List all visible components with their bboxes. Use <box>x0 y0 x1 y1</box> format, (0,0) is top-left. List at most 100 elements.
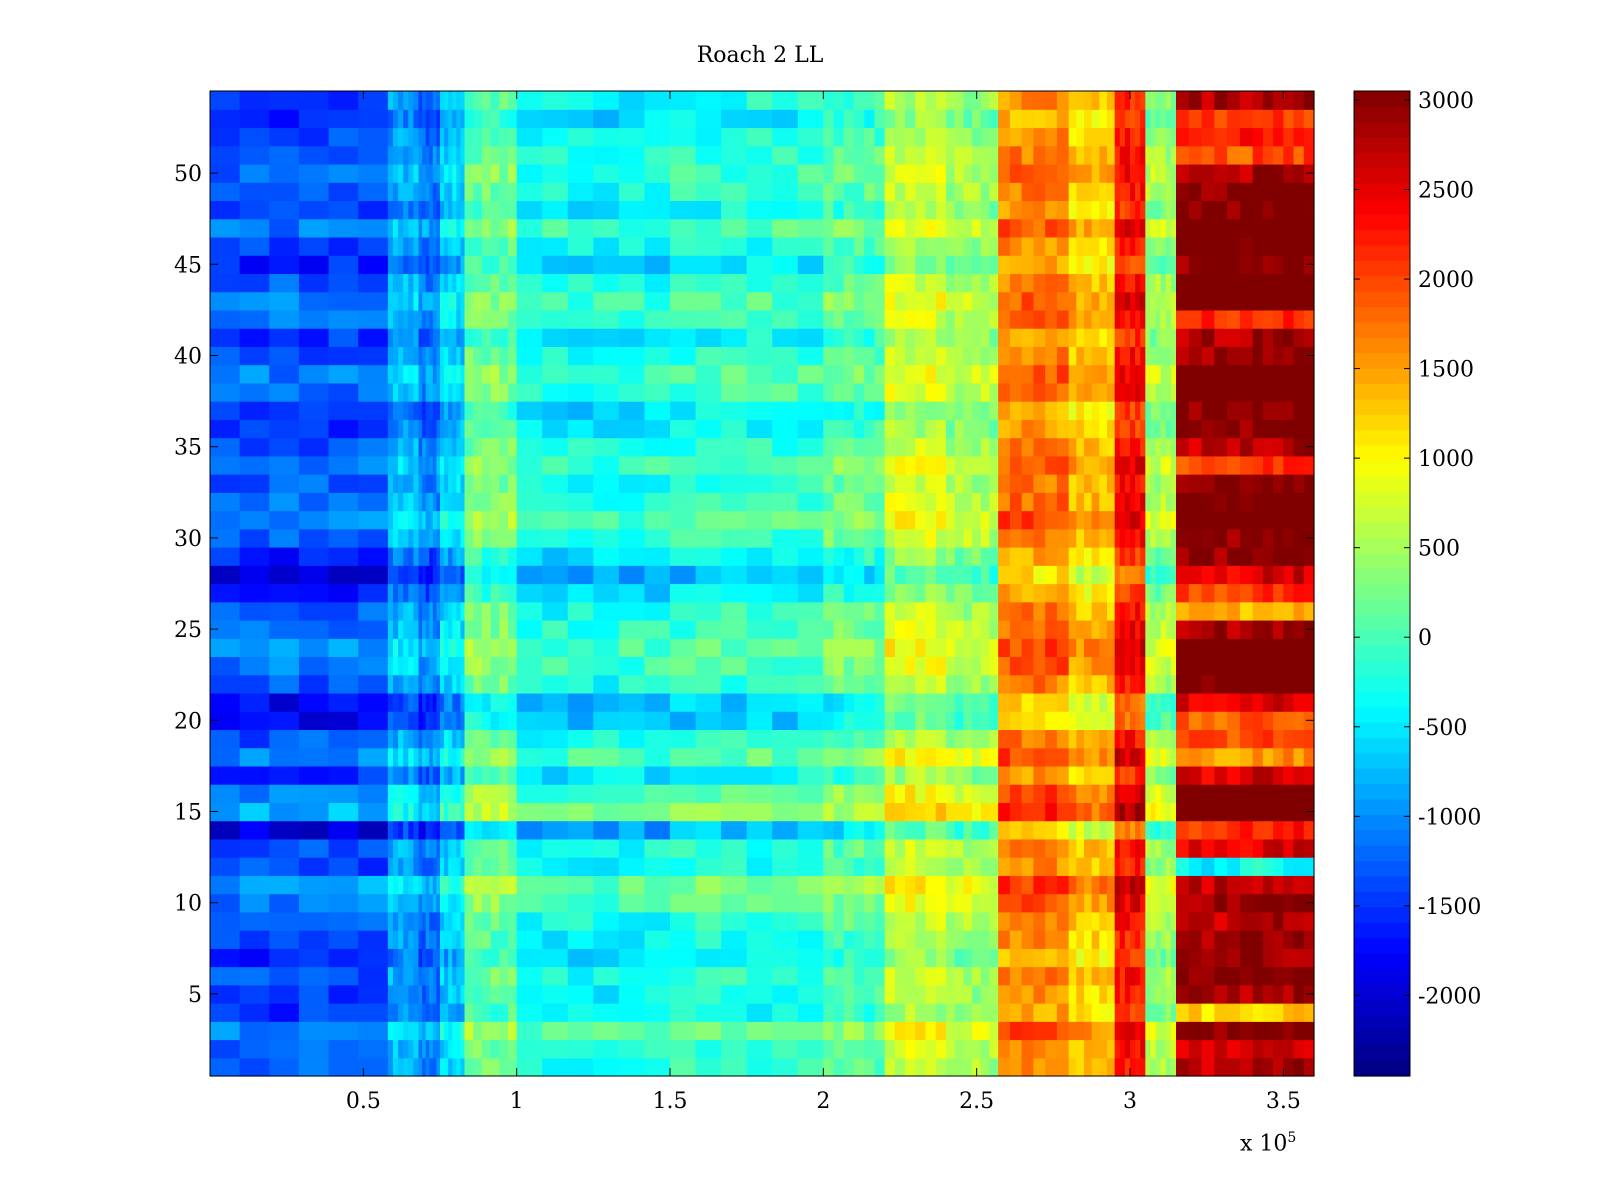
heatmap-cell <box>1119 930 1126 949</box>
heatmap-cell <box>210 1021 241 1041</box>
heatmap-cell <box>823 948 835 968</box>
heatmap-cell <box>746 1003 773 1022</box>
heatmap-cell <box>1176 711 1190 731</box>
heatmap-cell <box>387 401 394 420</box>
heatmap-cell <box>1021 145 1034 165</box>
heatmap-cell <box>408 875 415 895</box>
heatmap-cell <box>542 1057 569 1077</box>
heatmap-cell <box>1114 674 1121 694</box>
heatmap-cell <box>507 784 518 803</box>
heatmap-cell <box>448 638 453 658</box>
heatmap-cell <box>403 346 409 366</box>
heatmap-cell <box>1091 911 1100 931</box>
heatmap-cell <box>298 218 330 238</box>
heatmap-cell <box>1155 273 1162 293</box>
heatmap-cell <box>894 930 906 949</box>
heatmap-cell <box>1107 638 1116 658</box>
heatmap-cell <box>269 711 300 731</box>
heatmap-cell <box>429 565 434 585</box>
heatmap-cell <box>452 547 457 566</box>
heatmap-cell <box>1084 145 1093 165</box>
heatmap-cell <box>593 200 620 220</box>
heatmap-cells <box>210 91 1315 1077</box>
heatmap-cell <box>473 857 483 876</box>
heatmap-cell <box>884 182 896 202</box>
heatmap-cell <box>1124 784 1131 803</box>
heatmap-cell <box>644 1003 671 1022</box>
heatmap-cell <box>884 638 896 658</box>
heatmap-cell <box>721 437 748 457</box>
heatmap-cell <box>422 1021 427 1041</box>
heatmap-cell <box>440 127 445 147</box>
heatmap-cell <box>1293 966 1305 986</box>
heatmap-cell <box>1170 583 1177 603</box>
heatmap-cell <box>1155 510 1162 530</box>
heatmap-cell <box>392 236 399 256</box>
heatmap-cell <box>429 930 434 949</box>
heatmap-cell <box>1165 1003 1172 1022</box>
heatmap-cell <box>854 656 865 676</box>
heatmap-cell <box>1293 565 1305 585</box>
heatmap-cell <box>444 802 449 822</box>
heatmap-cell <box>843 163 855 183</box>
heatmap-cell <box>797 1039 824 1059</box>
heatmap-cell <box>644 729 671 749</box>
heatmap-cell <box>452 163 457 183</box>
heatmap-cell <box>436 1057 441 1077</box>
heatmap-cell <box>843 638 855 658</box>
heatmap-cell <box>408 328 415 347</box>
heatmap-cell <box>392 692 399 712</box>
heatmap-cell <box>425 145 430 165</box>
heatmap-cell <box>854 547 865 566</box>
heatmap-cell <box>746 565 773 585</box>
heatmap-cell <box>874 1039 886 1059</box>
heatmap-cell <box>1130 419 1136 439</box>
heatmap-cell <box>954 1057 964 1077</box>
heatmap-cell <box>1099 346 1108 366</box>
heatmap-cell <box>444 966 449 986</box>
heatmap-cell <box>1165 565 1172 585</box>
heatmap-cell <box>387 145 394 165</box>
heatmap-cell <box>925 765 937 785</box>
heatmap-cell <box>915 1003 927 1022</box>
heatmap-cell <box>864 601 876 621</box>
heatmap-cell <box>1091 984 1100 1004</box>
heatmap-cell <box>670 328 697 347</box>
heatmap-cell <box>1303 729 1315 749</box>
heatmap-cell <box>328 328 359 347</box>
heatmap-cell <box>456 492 462 512</box>
heatmap-cell <box>925 802 937 822</box>
heatmap-cell <box>1056 547 1070 566</box>
heatmap-cell <box>1293 984 1305 1004</box>
heatmap-cell <box>1227 765 1241 785</box>
heatmap-cell <box>721 875 748 895</box>
heatmap-cell <box>797 911 824 931</box>
heatmap-cell <box>1170 328 1177 347</box>
heatmap-cell <box>413 382 420 402</box>
heatmap-cell <box>1119 474 1126 493</box>
heatmap-cell <box>1114 182 1121 202</box>
heatmap-cell <box>210 109 241 129</box>
heatmap-cell <box>418 784 423 803</box>
heatmap-cell <box>1084 182 1093 202</box>
heatmap-cell <box>481 328 492 347</box>
heatmap-cell <box>1293 474 1305 493</box>
heatmap-cell <box>980 382 991 402</box>
heatmap-cell <box>422 838 427 858</box>
heatmap-cell <box>884 601 896 621</box>
heatmap-cell <box>1176 802 1190 822</box>
heatmap-cell <box>1033 309 1046 329</box>
heatmap-cell <box>1084 601 1093 621</box>
heatmap-cell <box>542 583 569 603</box>
heatmap-cell <box>854 948 865 968</box>
heatmap-cell <box>989 401 999 420</box>
heatmap-cell <box>408 857 415 876</box>
heatmap-cell <box>925 1039 937 1059</box>
heatmap-cell <box>854 200 865 220</box>
heatmap-cell <box>972 492 982 512</box>
heatmap-cell <box>843 948 855 968</box>
heatmap-cell <box>444 145 449 165</box>
heatmap-cell <box>408 419 415 439</box>
heatmap-cell <box>473 930 483 949</box>
heatmap-cell <box>1140 984 1146 1004</box>
